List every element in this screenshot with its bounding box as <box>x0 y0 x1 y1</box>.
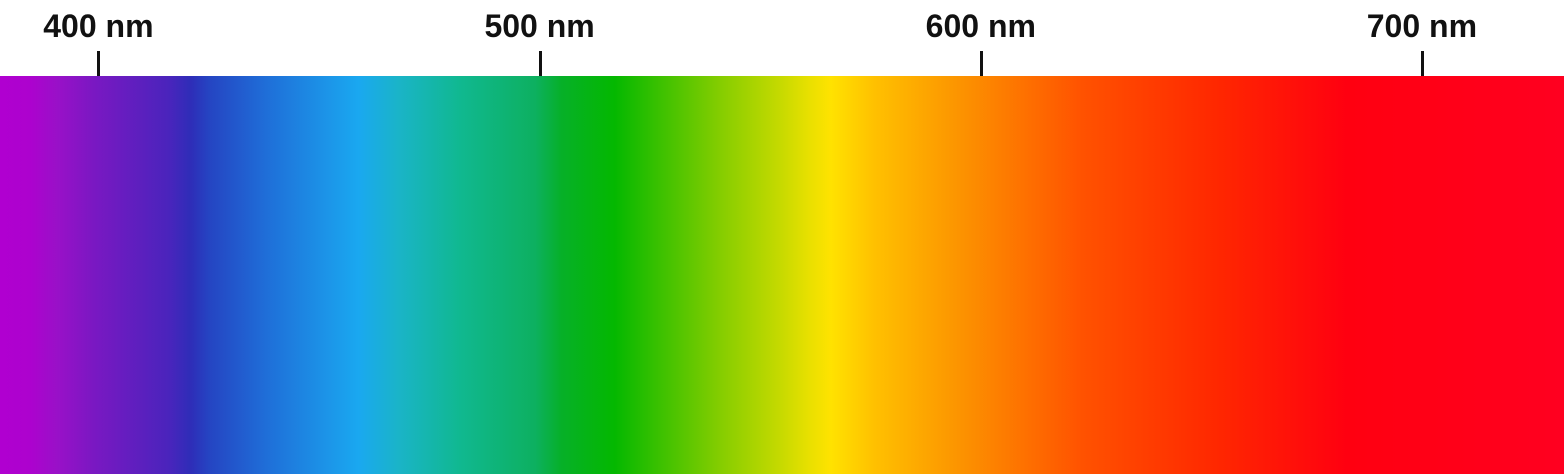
spectrum-gradient-fill <box>0 76 1564 474</box>
tick-label: 700 nm <box>1366 8 1478 44</box>
spectrum-band <box>0 76 1564 474</box>
tick-mark <box>979 51 983 76</box>
tick-mark <box>97 51 101 76</box>
tick-label: 600 nm <box>925 8 1036 44</box>
tick-mark <box>1420 51 1424 76</box>
tick-label: 400 nm <box>43 8 154 44</box>
tick-label: 500 nm <box>484 8 595 44</box>
wavelength-axis: 400 nm 500 nm 600 nm 700 nm <box>0 0 1564 76</box>
tick-mark <box>538 51 542 76</box>
